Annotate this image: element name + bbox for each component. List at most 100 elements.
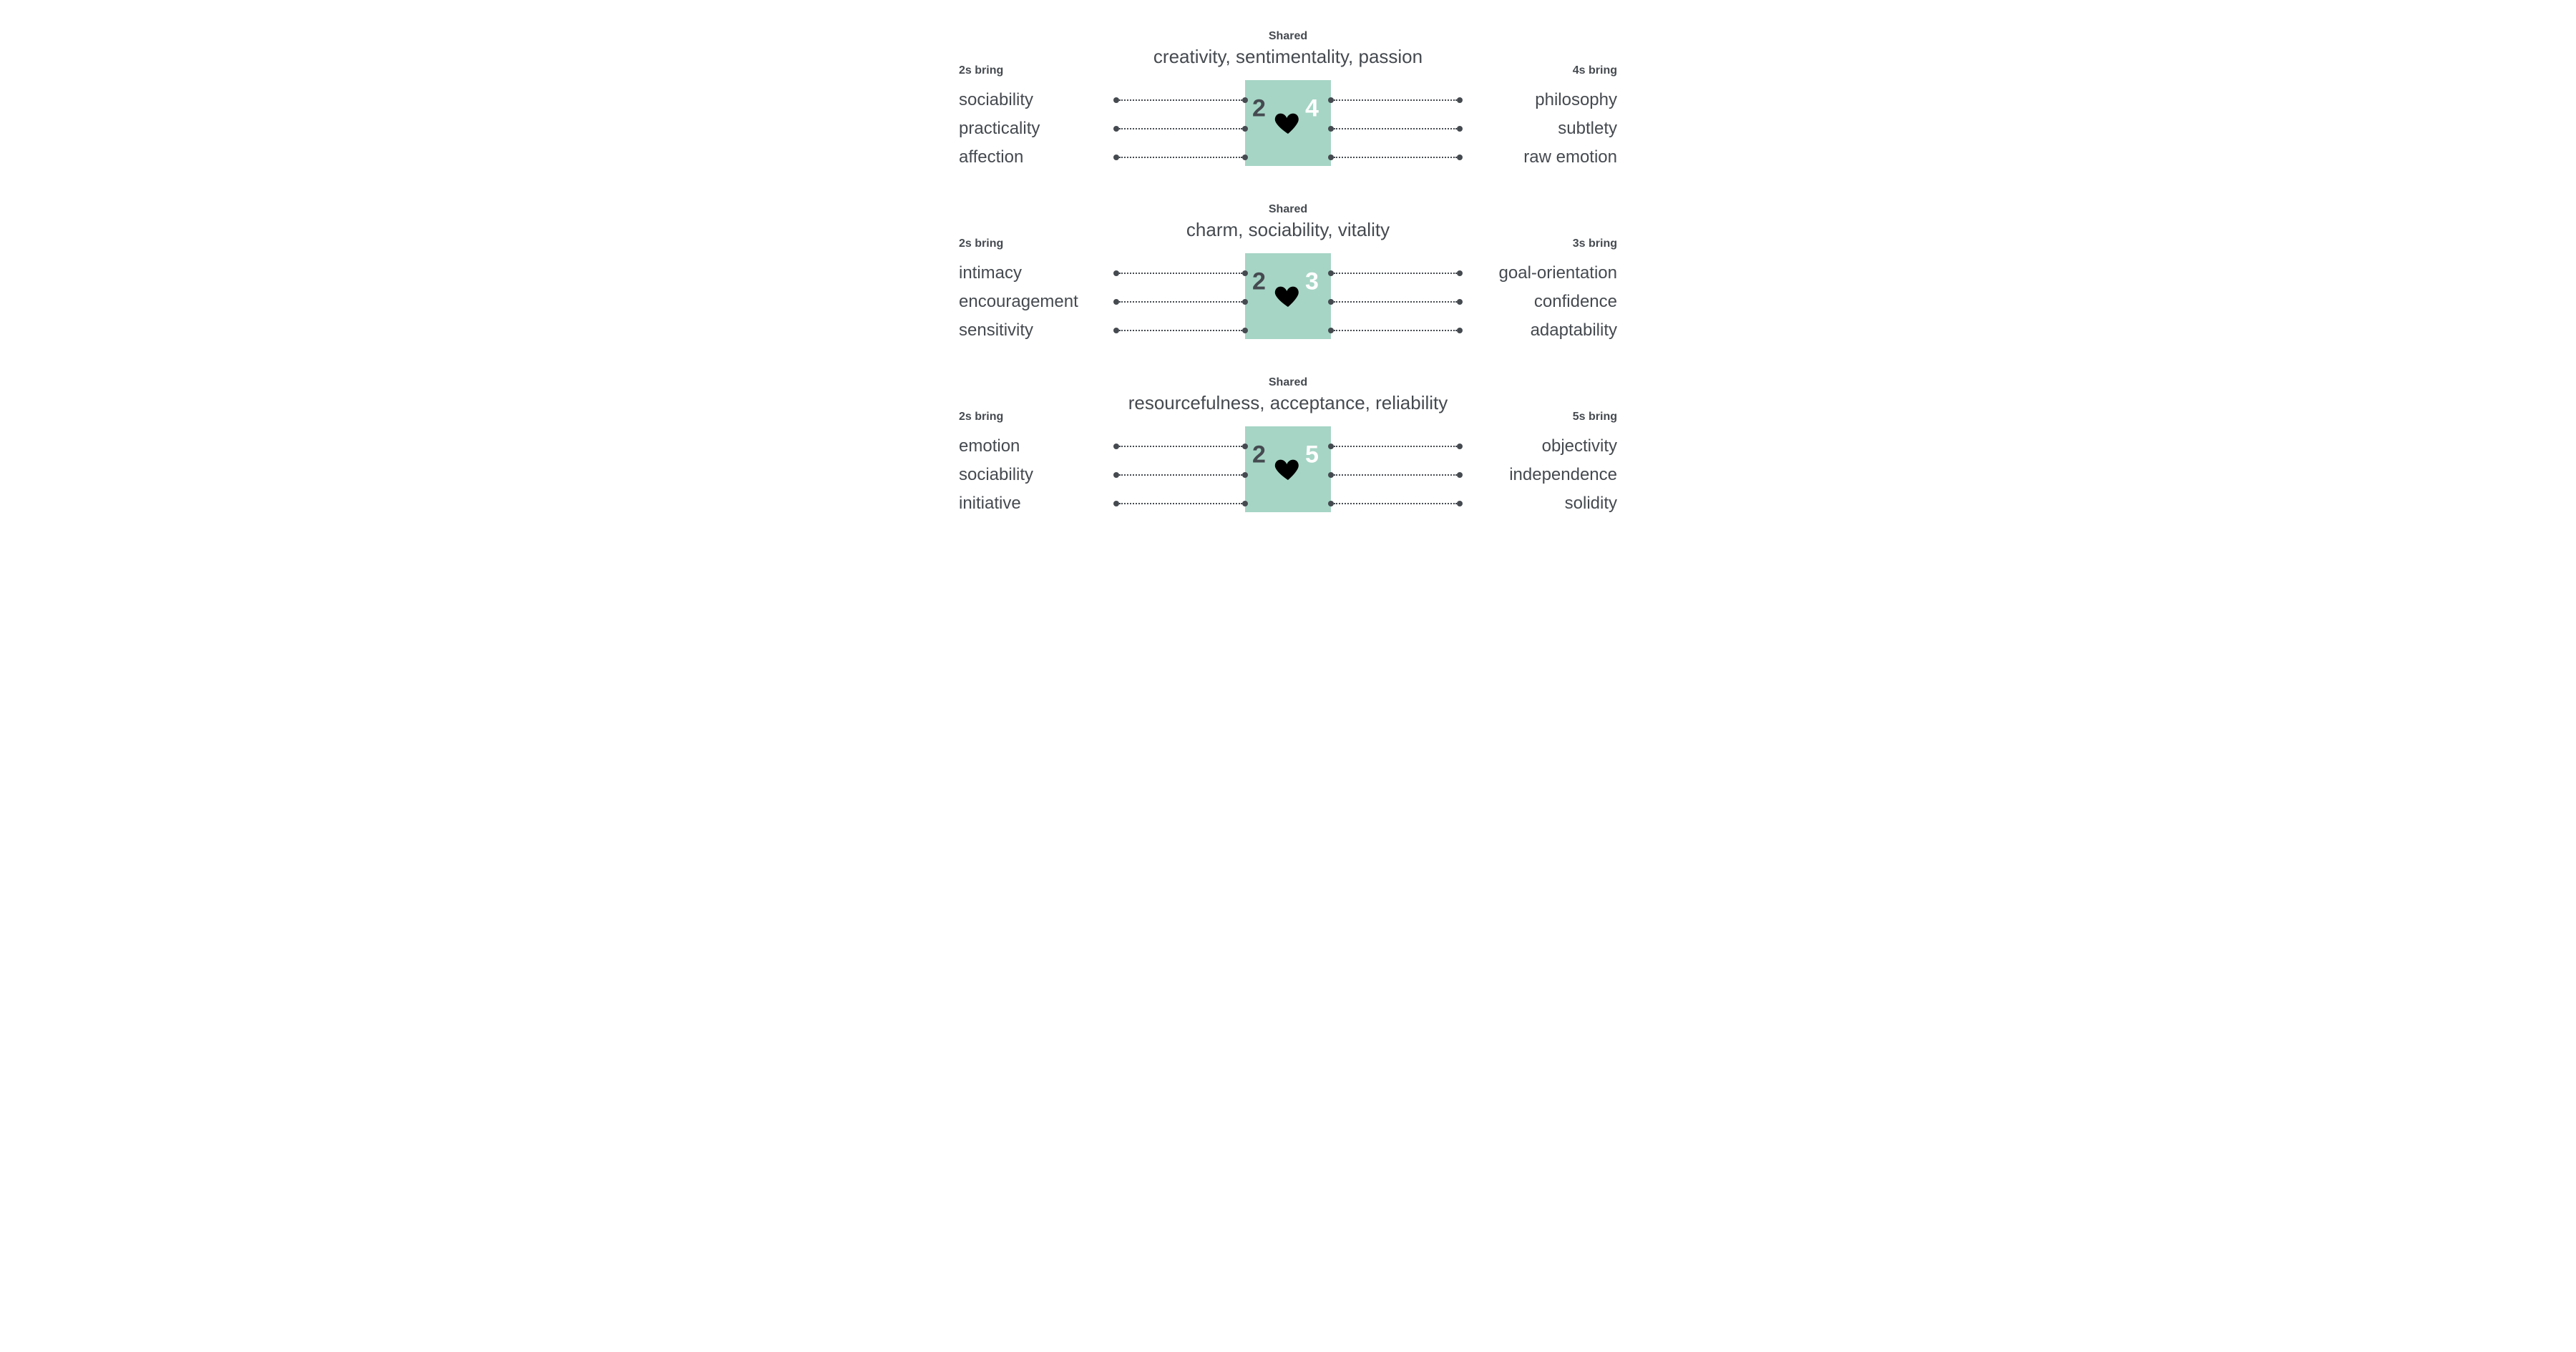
connector-dot bbox=[1242, 472, 1248, 478]
trait-row: initiative solidity bbox=[751, 491, 1825, 516]
connector-dot bbox=[1113, 299, 1119, 305]
left-bring-header: 2s bring bbox=[959, 411, 1003, 423]
connector-line bbox=[1334, 474, 1457, 476]
left-trait: encouragement bbox=[959, 292, 1078, 312]
connector-line bbox=[1119, 157, 1242, 158]
right-trait: subtlety bbox=[1558, 119, 1617, 139]
connector-dot bbox=[1328, 328, 1334, 333]
trait-row: affection raw emotion bbox=[751, 144, 1825, 170]
connector-dot bbox=[1328, 126, 1334, 132]
right-bring-header: 4s bring bbox=[1573, 64, 1617, 77]
connector-dot bbox=[1242, 501, 1248, 506]
shared-label: Shared bbox=[1269, 376, 1307, 389]
connector-dot bbox=[1328, 97, 1334, 103]
right-trait: philosophy bbox=[1535, 90, 1617, 110]
connector-dot bbox=[1242, 299, 1248, 305]
connector-dot bbox=[1457, 97, 1463, 103]
left-trait: emotion bbox=[959, 436, 1020, 456]
connector-dot bbox=[1242, 97, 1248, 103]
left-trait: affection bbox=[959, 147, 1023, 167]
connector-line bbox=[1119, 446, 1242, 447]
infographic-canvas: Shared creativity, sentimentality, passi… bbox=[751, 0, 1825, 564]
connector-dot bbox=[1242, 270, 1248, 276]
connector-dot bbox=[1457, 270, 1463, 276]
connector-dot bbox=[1457, 299, 1463, 305]
right-number: 5 bbox=[1305, 441, 1319, 469]
connector-dot bbox=[1328, 299, 1334, 305]
connector-line bbox=[1334, 128, 1457, 129]
pairing-block-1: Shared charm, sociability, vitality 2s b… bbox=[751, 203, 1825, 361]
left-number: 2 bbox=[1252, 441, 1266, 469]
connector-dot bbox=[1113, 97, 1119, 103]
connector-dot bbox=[1242, 126, 1248, 132]
left-trait: intimacy bbox=[959, 263, 1022, 283]
right-number: 4 bbox=[1305, 95, 1319, 123]
connector-line bbox=[1119, 301, 1242, 303]
connector-dot bbox=[1328, 270, 1334, 276]
right-bring-header: 3s bring bbox=[1573, 237, 1617, 250]
heart-icon bbox=[1274, 109, 1302, 137]
connector-line bbox=[1334, 503, 1457, 504]
connector-line bbox=[1119, 128, 1242, 129]
connector-dot bbox=[1242, 328, 1248, 333]
right-trait: objectivity bbox=[1542, 436, 1617, 456]
connector-dot bbox=[1113, 444, 1119, 449]
connector-dot bbox=[1457, 328, 1463, 333]
connector-dot bbox=[1242, 155, 1248, 160]
left-number: 2 bbox=[1252, 95, 1266, 123]
left-trait: initiative bbox=[959, 494, 1021, 514]
shared-label: Shared bbox=[1269, 203, 1307, 216]
left-trait: sensitivity bbox=[959, 320, 1033, 341]
right-number: 3 bbox=[1305, 268, 1319, 296]
pairing-block-2: Shared resourcefulness, acceptance, reli… bbox=[751, 376, 1825, 534]
connector-dot bbox=[1113, 501, 1119, 506]
connector-dot bbox=[1113, 328, 1119, 333]
shared-label: Shared bbox=[1269, 30, 1307, 43]
shared-traits: charm, sociability, vitality bbox=[1186, 219, 1390, 241]
right-trait: independence bbox=[1509, 465, 1617, 485]
connector-dot bbox=[1457, 444, 1463, 449]
right-trait: raw emotion bbox=[1523, 147, 1617, 167]
connector-dot bbox=[1328, 472, 1334, 478]
connector-dot bbox=[1457, 501, 1463, 506]
connector-dot bbox=[1457, 126, 1463, 132]
shared-traits: creativity, sentimentality, passion bbox=[1153, 46, 1423, 68]
left-bring-header: 2s bring bbox=[959, 237, 1003, 250]
right-trait: adaptability bbox=[1531, 320, 1617, 341]
left-trait: practicality bbox=[959, 119, 1040, 139]
connector-line bbox=[1119, 474, 1242, 476]
connector-dot bbox=[1113, 155, 1119, 160]
connector-dot bbox=[1328, 501, 1334, 506]
connector-dot bbox=[1457, 155, 1463, 160]
connector-line bbox=[1119, 503, 1242, 504]
right-trait: solidity bbox=[1565, 494, 1617, 514]
right-trait: confidence bbox=[1534, 292, 1617, 312]
trait-row: sensitivity adaptability bbox=[751, 318, 1825, 343]
left-trait: sociability bbox=[959, 90, 1033, 110]
right-trait: goal-orientation bbox=[1499, 263, 1617, 283]
left-trait: sociability bbox=[959, 465, 1033, 485]
connector-dot bbox=[1328, 444, 1334, 449]
right-bring-header: 5s bring bbox=[1573, 411, 1617, 423]
heart-icon bbox=[1274, 282, 1302, 310]
connector-dot bbox=[1113, 126, 1119, 132]
left-bring-header: 2s bring bbox=[959, 64, 1003, 77]
connector-line bbox=[1334, 157, 1457, 158]
connector-line bbox=[1119, 99, 1242, 101]
shared-traits: resourcefulness, acceptance, reliability bbox=[1128, 392, 1448, 414]
connector-dot bbox=[1113, 270, 1119, 276]
connector-line bbox=[1334, 301, 1457, 303]
connector-dot bbox=[1328, 155, 1334, 160]
connector-line bbox=[1334, 99, 1457, 101]
connector-line bbox=[1119, 273, 1242, 274]
heart-icon bbox=[1274, 455, 1302, 484]
connector-line bbox=[1119, 330, 1242, 331]
connector-line bbox=[1334, 273, 1457, 274]
connector-dot bbox=[1457, 472, 1463, 478]
left-number: 2 bbox=[1252, 268, 1266, 296]
connector-line bbox=[1334, 446, 1457, 447]
connector-dot bbox=[1242, 444, 1248, 449]
connector-dot bbox=[1113, 472, 1119, 478]
pairing-block-0: Shared creativity, sentimentality, passi… bbox=[751, 30, 1825, 187]
connector-line bbox=[1334, 330, 1457, 331]
